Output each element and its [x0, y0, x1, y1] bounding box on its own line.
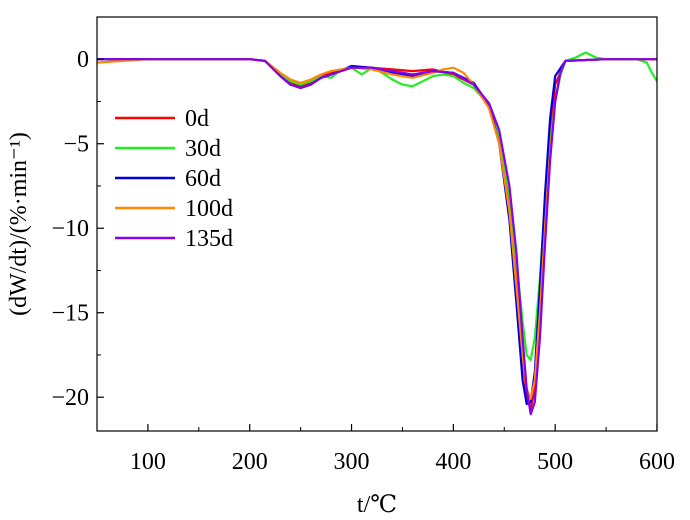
- x-axis: 100 200 300 400 500 600: [96, 424, 675, 475]
- series-line-0d: [97, 58, 657, 411]
- x-tick-label: 100: [130, 449, 166, 475]
- legend-label: 135d: [185, 226, 233, 252]
- legend-label: 60d: [185, 166, 221, 192]
- x-tick-label: 200: [232, 449, 268, 475]
- x-tick-label: 400: [435, 449, 471, 475]
- y-tick-label: −5: [63, 132, 89, 158]
- y-axis-title: (dW/dt)/(%·min⁻¹): [6, 132, 32, 316]
- y-axis: 0 −5 −10 −15 −20: [51, 16, 104, 411]
- series-line-30d: [97, 51, 657, 362]
- x-tick-label: 300: [334, 449, 370, 475]
- x-tick-label: 500: [537, 449, 573, 475]
- x-tick-label: 600: [639, 449, 675, 475]
- series-line-60d: [97, 58, 657, 406]
- plot-frame: [96, 16, 658, 432]
- y-tick-label: −10: [51, 216, 89, 242]
- series-lines: [97, 51, 657, 416]
- y-tick-label: 0: [77, 47, 89, 73]
- y-tick-label: −15: [51, 301, 89, 327]
- series-line-100d: [97, 58, 657, 400]
- legend-label: 30d: [185, 136, 221, 162]
- legend-label: 0d: [185, 106, 209, 132]
- legend-label: 100d: [185, 196, 233, 222]
- x-axis-title: t/℃: [357, 492, 397, 518]
- series-line-135d: [97, 58, 657, 416]
- y-tick-label: −20: [51, 385, 89, 411]
- legend: 0d 30d 60d 100d 135d: [115, 106, 233, 252]
